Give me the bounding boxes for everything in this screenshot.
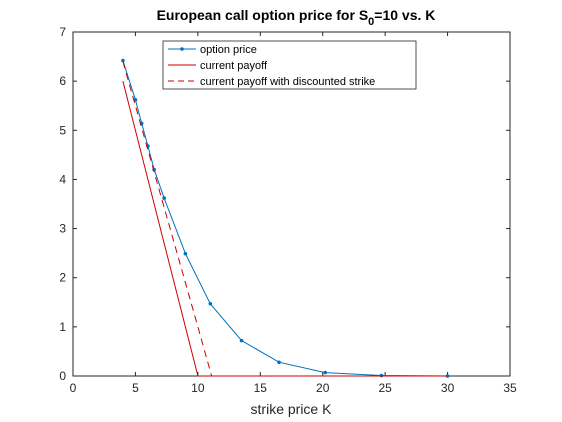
axes: 0 5 10 15 20 25 30 35 0 1 2 3 4 5 6 7 [59, 25, 517, 395]
y-tick-label: 2 [59, 271, 66, 285]
legend-label-option-price: option price [200, 44, 257, 56]
y-tick-label: 5 [59, 123, 66, 137]
x-tick-label: 20 [316, 381, 330, 395]
y-tick-label: 6 [59, 74, 66, 88]
legend-box [162, 40, 417, 90]
series-discounted-payoff [122, 61, 213, 377]
option-price-point [323, 370, 328, 375]
chart-title: European call option price for S0=10 vs.… [157, 7, 436, 28]
option-price-point [183, 251, 188, 256]
option-price-point [162, 196, 166, 200]
x-tick-label: 30 [441, 381, 455, 395]
y-tick-label: 7 [59, 25, 66, 39]
series-group [121, 58, 450, 378]
option-price-point [239, 338, 244, 343]
option-price-point [208, 301, 213, 306]
y-tick-label: 1 [59, 320, 66, 334]
x-axis-label: strike price K [251, 401, 333, 417]
y-tick-label: 3 [59, 222, 66, 236]
x-tick-label: 25 [378, 381, 392, 395]
chart-title-subscript: 0 [368, 16, 374, 28]
series-current-payoff [122, 80, 448, 377]
x-tick-label: 5 [132, 381, 139, 395]
legend-label-current-payoff: current payoff [200, 60, 268, 72]
x-tick-label: 15 [254, 381, 268, 395]
legend-marker-option-price [180, 47, 184, 51]
chart-title-main: European call option price for S [157, 7, 369, 23]
y-tick-label: 4 [59, 172, 66, 186]
x-tick-label: 10 [191, 381, 205, 395]
option-price-point [277, 360, 281, 365]
x-tick-label: 0 [70, 381, 77, 395]
option-price-point [133, 98, 138, 102]
x-tick-label: 35 [503, 381, 517, 395]
option-price-point [121, 58, 125, 63]
chart-title-suffix: =10 vs. K [374, 7, 435, 23]
legend: option price current payoff current payo… [162, 40, 417, 90]
y-tick-label: 0 [59, 369, 66, 383]
legend-label-discounted-payoff: current payoff with discounted strike [200, 76, 375, 88]
